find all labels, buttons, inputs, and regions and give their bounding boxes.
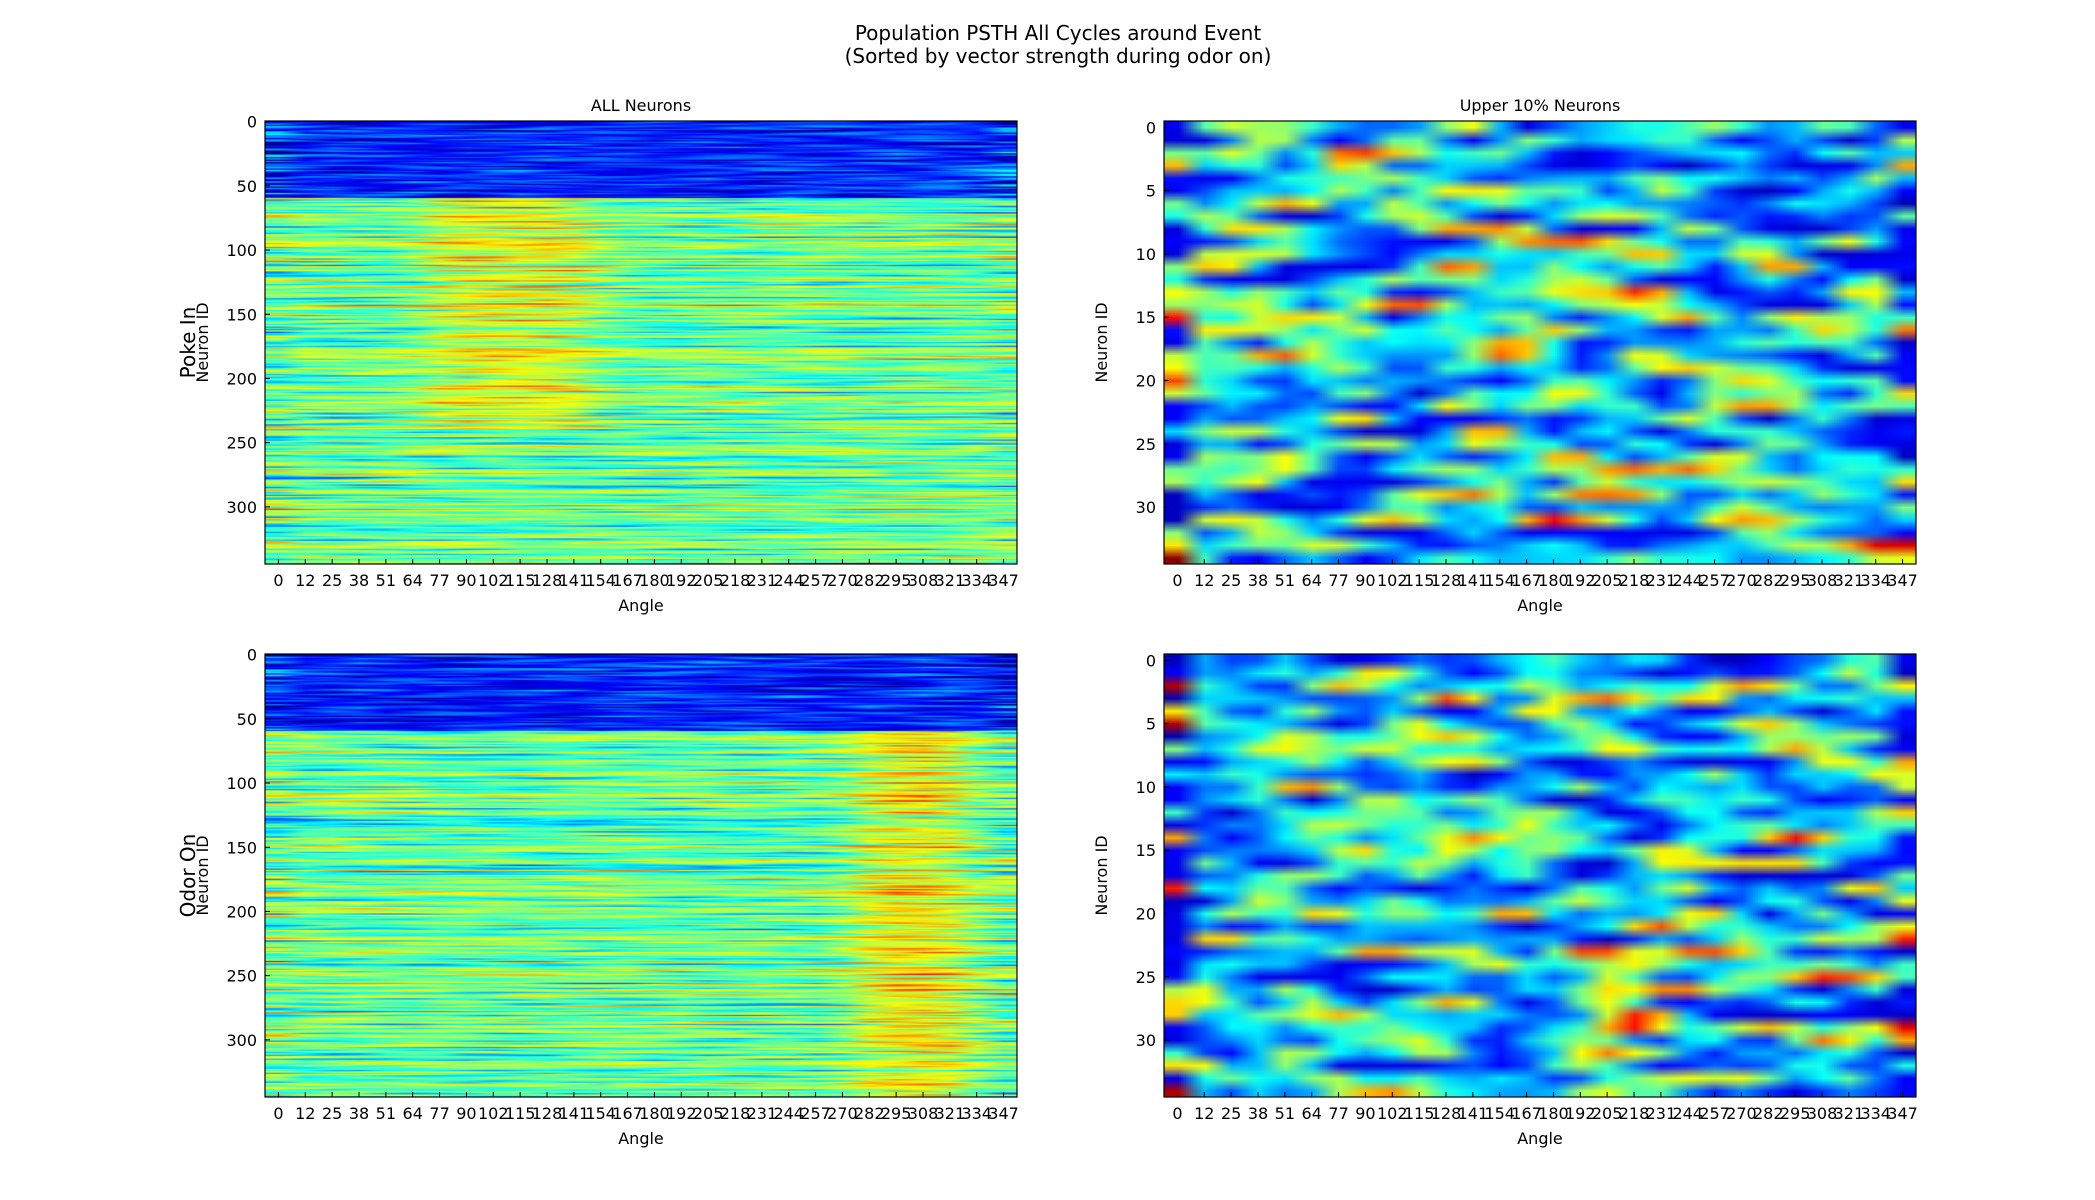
x-tick-label: 77 (1328, 571, 1348, 590)
x-tick-label: 38 (349, 571, 369, 590)
figure-title: Population PSTH All Cycles around Event (855, 21, 1262, 45)
x-tick-label: 38 (1248, 571, 1268, 590)
y-tick-label: 30 (1136, 498, 1156, 517)
x-tick-label: 25 (322, 571, 342, 590)
x-tick-label: 12 (295, 1104, 315, 1123)
x-tick-label: 12 (1194, 1104, 1214, 1123)
y-tick-label: 25 (1136, 968, 1156, 987)
x-tick-label: 90 (456, 1104, 476, 1123)
y-tick-label: 250 (226, 967, 257, 986)
x-tick-label: 347 (988, 571, 1019, 590)
x-tick-label: 25 (1221, 571, 1241, 590)
y-tick-label: 5 (1146, 715, 1156, 734)
poke-in-upper-neurons-xlabel: Angle (1517, 596, 1563, 615)
odor-on-upper-neurons-xlabel: Angle (1517, 1129, 1563, 1148)
poke-in-all-neurons-heatmap (265, 121, 1017, 564)
x-tick-label: 64 (1302, 1104, 1322, 1123)
y-tick-label: 200 (226, 902, 257, 921)
x-tick-label: 77 (429, 571, 449, 590)
y-tick-label: 20 (1136, 904, 1156, 923)
x-tick-label: 347 (1887, 571, 1918, 590)
odor-on-upper-neurons-heatmap (1164, 654, 1916, 1097)
y-tick-label: 250 (226, 434, 257, 453)
y-tick-label: 150 (226, 838, 257, 857)
x-tick-label: 64 (403, 571, 423, 590)
odor-on-all-neurons-heatmap (265, 654, 1017, 1097)
x-tick-label: 90 (456, 571, 476, 590)
y-tick-label: 0 (247, 646, 257, 665)
x-tick-label: 347 (988, 1104, 1019, 1123)
poke-in-all-neurons-xlabel: Angle (618, 596, 664, 615)
y-tick-label: 10 (1136, 778, 1156, 797)
poke-in-upper-neurons-heatmap (1164, 121, 1916, 564)
y-tick-label: 300 (226, 1031, 257, 1050)
poke-in-all-neurons-title: ALL Neurons (591, 96, 691, 115)
x-tick-label: 64 (1302, 571, 1322, 590)
y-tick-label: 150 (226, 305, 257, 324)
odor-on-all-neurons-xlabel: Angle (618, 1129, 664, 1148)
y-tick-label: 200 (226, 369, 257, 388)
y-tick-label: 0 (247, 113, 257, 132)
poke-in-upper-neurons-panel: Upper 10% Neurons0 12 25 38 51 64 77 90 10211512… (1092, 96, 1918, 615)
x-tick-label: 90 (1355, 1104, 1375, 1123)
y-tick-label: 0 (1146, 118, 1156, 137)
x-tick-label: 25 (322, 1104, 342, 1123)
odor-on-all-neurons-row-label: Odor On (176, 834, 200, 918)
y-tick-label: 15 (1136, 841, 1156, 860)
x-tick-label: 51 (376, 571, 396, 590)
x-tick-label: 12 (1194, 571, 1214, 590)
x-tick-label: 90 (1355, 571, 1375, 590)
y-tick-label: 0 (1146, 651, 1156, 670)
poke-in-upper-neurons-ylabel: Neuron ID (1092, 302, 1111, 382)
y-tick-label: 25 (1136, 435, 1156, 454)
x-tick-label: 51 (376, 1104, 396, 1123)
x-tick-label: 51 (1275, 1104, 1295, 1123)
y-tick-label: 10 (1136, 245, 1156, 264)
x-tick-label: 0 (273, 571, 283, 590)
x-tick-label: 0 (1172, 571, 1182, 590)
y-tick-label: 100 (226, 241, 257, 260)
x-tick-label: 25 (1221, 1104, 1241, 1123)
poke-in-all-neurons-row-label: Poke In (176, 307, 200, 379)
y-tick-label: 300 (226, 498, 257, 517)
y-tick-label: 100 (226, 774, 257, 793)
x-tick-label: 51 (1275, 571, 1295, 590)
figure-subtitle: (Sorted by vector strength during odor o… (845, 44, 1272, 68)
x-tick-label: 64 (403, 1104, 423, 1123)
x-tick-label: 347 (1887, 1104, 1918, 1123)
y-tick-label: 30 (1136, 1031, 1156, 1050)
y-tick-label: 50 (237, 177, 257, 196)
x-tick-label: 77 (429, 1104, 449, 1123)
y-tick-label: 5 (1146, 182, 1156, 201)
y-tick-label: 15 (1136, 308, 1156, 327)
y-tick-label: 50 (237, 710, 257, 729)
x-tick-label: 0 (1172, 1104, 1182, 1123)
y-tick-label: 20 (1136, 371, 1156, 390)
x-tick-label: 38 (349, 1104, 369, 1123)
x-tick-label: 12 (295, 571, 315, 590)
odor-on-upper-neurons-ylabel: Neuron ID (1092, 835, 1111, 915)
x-tick-label: 0 (273, 1104, 283, 1123)
x-tick-label: 77 (1328, 1104, 1348, 1123)
x-tick-label: 38 (1248, 1104, 1268, 1123)
odor-on-all-neurons-panel: 0 12 25 38 51 64 77 90 1021151281411541671801922… (176, 646, 1019, 1148)
poke-in-upper-neurons-title: Upper 10% Neurons (1460, 96, 1621, 115)
odor-on-upper-neurons-panel: 0 12 25 38 51 64 77 90 1021151281411541671801922… (1092, 651, 1918, 1148)
